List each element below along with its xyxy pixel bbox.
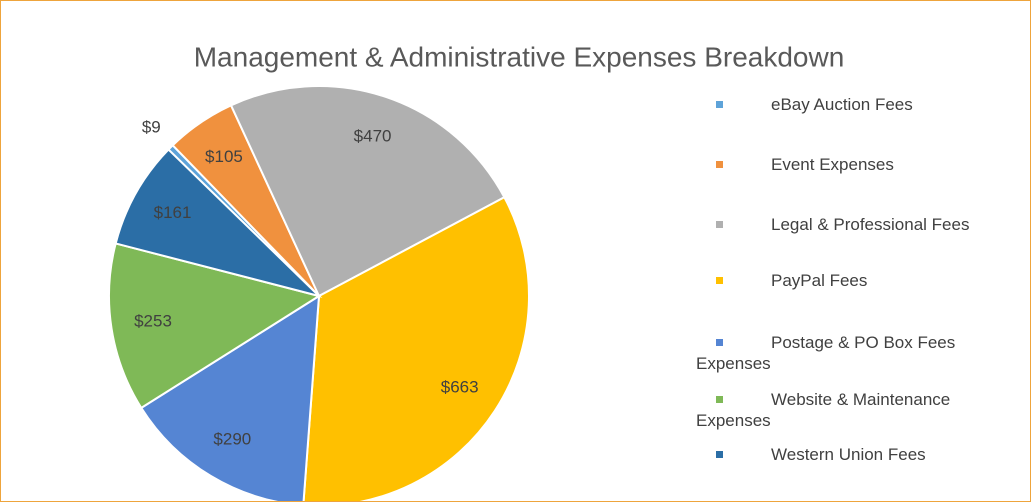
legend-swatch	[716, 161, 723, 168]
pie-slice	[108, 242, 322, 410]
chart-title: Management & Administrative Expenses Bre…	[194, 41, 845, 72]
legend-swatch	[716, 339, 723, 346]
pie-slice	[139, 294, 321, 501]
legend-entry: Website & Maintenance Expenses	[696, 389, 1021, 431]
data-label: $9	[142, 118, 161, 137]
legend-swatch	[716, 277, 723, 284]
legend-label: Event Expenses	[771, 155, 894, 174]
legend-entry: Event Expenses	[696, 154, 1021, 175]
legend-label: Website & Maintenance Expenses	[696, 390, 951, 430]
legend-label: PayPal Fees	[771, 271, 868, 290]
legend-label: Western Union Fees	[771, 445, 926, 464]
legend-label: Postage & PO Box Fees Expenses	[696, 333, 956, 373]
legend-label: eBay Auction Fees	[771, 95, 913, 114]
legend-entry: Postage & PO Box Fees Expenses	[696, 332, 1021, 374]
legend-entry: eBay Auction Fees	[696, 94, 1021, 115]
legend-entry: PayPal Fees	[696, 270, 1021, 291]
data-label: $470	[354, 126, 392, 145]
pie-slice	[114, 148, 323, 298]
pie-slice	[229, 85, 506, 298]
legend-swatch	[716, 451, 723, 458]
legend-swatch	[716, 101, 723, 108]
data-label: $161	[154, 203, 192, 222]
data-label: $663	[441, 377, 479, 396]
data-label: $105	[205, 147, 243, 166]
data-label: $290	[213, 429, 251, 448]
legend-swatch	[716, 396, 723, 403]
pie-slice	[302, 195, 530, 501]
legend-swatch	[716, 221, 723, 228]
legend-entry: Western Union Fees	[696, 444, 1021, 465]
data-label: $253	[134, 311, 172, 330]
legend-entry: Legal & Professional Fees	[696, 214, 1021, 235]
legend-label: Legal & Professional Fees	[771, 215, 970, 234]
